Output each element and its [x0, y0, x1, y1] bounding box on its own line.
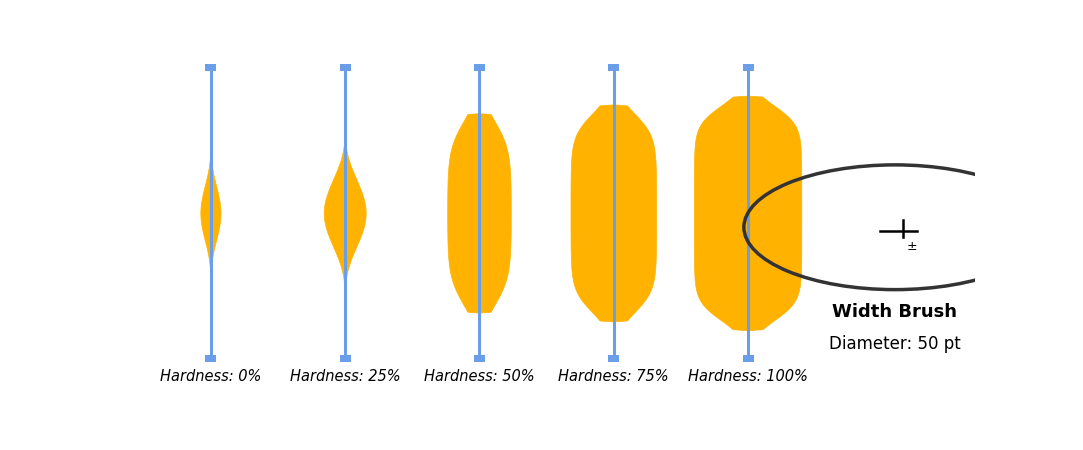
Bar: [743, 356, 754, 362]
Polygon shape: [447, 68, 511, 359]
Text: Hardness: 100%: Hardness: 100%: [688, 369, 808, 384]
Text: Diameter: 50 pt: Diameter: 50 pt: [830, 335, 961, 353]
Polygon shape: [200, 68, 221, 359]
Bar: [609, 64, 619, 71]
Polygon shape: [694, 68, 801, 359]
Bar: [206, 356, 217, 362]
Bar: [609, 356, 619, 362]
Text: ±: ±: [906, 240, 917, 253]
Bar: [474, 356, 485, 362]
Bar: [743, 64, 754, 71]
Text: Hardness: 75%: Hardness: 75%: [559, 369, 669, 384]
Polygon shape: [571, 68, 656, 359]
Text: Hardness: 50%: Hardness: 50%: [425, 369, 535, 384]
Text: Hardness: 25%: Hardness: 25%: [290, 369, 401, 384]
Bar: [340, 64, 351, 71]
Polygon shape: [324, 68, 366, 359]
Text: Hardness: 0%: Hardness: 0%: [160, 369, 262, 384]
Bar: [474, 64, 485, 71]
Bar: [206, 64, 217, 71]
Text: Width Brush: Width Brush: [833, 303, 957, 321]
Bar: [340, 356, 351, 362]
